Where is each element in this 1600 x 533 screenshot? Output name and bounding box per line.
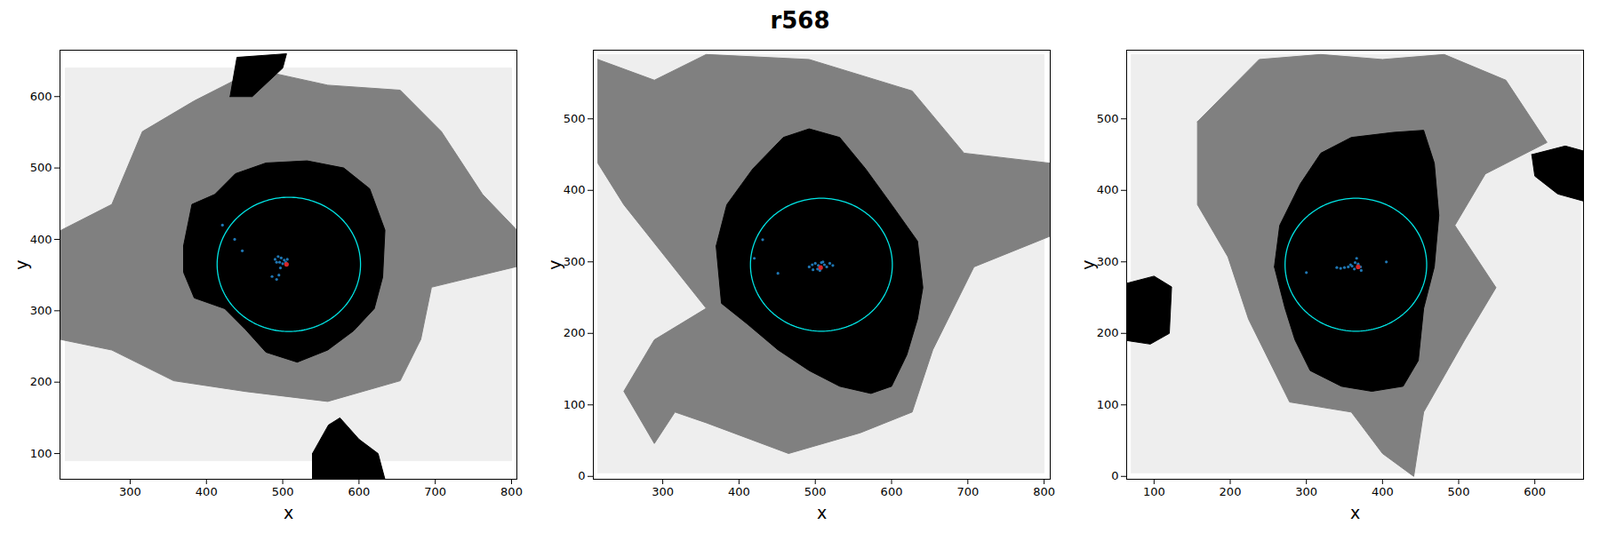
svg-text:200: 200 [30,375,53,389]
svg-text:x: x [283,503,294,523]
svg-text:500: 500 [804,485,827,499]
svg-text:500: 500 [1448,485,1471,499]
svg-text:y: y [544,259,565,270]
svg-text:100: 100 [1096,398,1120,412]
html-text:r568: r568 [770,7,830,34]
svg-text:300: 300 [119,485,142,499]
svg-text:0: 0 [1111,469,1119,483]
svg-text:x: x [1350,503,1360,523]
svg-text:x: x [816,503,827,523]
svg-text:700: 700 [424,485,447,499]
svg-text:100: 100 [563,398,586,412]
svg-text:y: y [11,259,32,270]
svg-text:100: 100 [1143,485,1166,499]
svg-text:400: 400 [30,232,53,247]
svg-text:200: 200 [1219,485,1242,499]
svg-text:400: 400 [1096,183,1120,197]
svg-text:500: 500 [272,485,295,499]
svg-text:200: 200 [1096,326,1120,340]
svg-text:300: 300 [1096,255,1120,269]
svg-text:800: 800 [500,485,523,499]
svg-text:300: 300 [651,485,674,499]
svg-text:300: 300 [30,304,53,318]
svg-text:200: 200 [563,326,586,340]
svg-text:600: 600 [30,89,53,104]
svg-text:600: 600 [880,485,904,499]
svg-text:400: 400 [1371,485,1394,499]
svg-text:400: 400 [195,485,218,499]
svg-text:500: 500 [1096,112,1120,126]
svg-text:600: 600 [347,485,370,499]
svg-text:100: 100 [30,447,53,461]
svg-text:y: y [1078,259,1098,270]
svg-text:700: 700 [956,485,979,499]
svg-text:0: 0 [577,469,585,483]
svg-text:400: 400 [563,183,586,197]
svg-text:500: 500 [563,112,586,126]
svg-text:500: 500 [30,160,53,175]
svg-text:300: 300 [1295,485,1318,499]
svg-text:600: 600 [1523,485,1546,499]
svg-text:300: 300 [563,255,586,269]
svg-text:400: 400 [728,485,751,499]
svg-text:800: 800 [1032,485,1056,499]
